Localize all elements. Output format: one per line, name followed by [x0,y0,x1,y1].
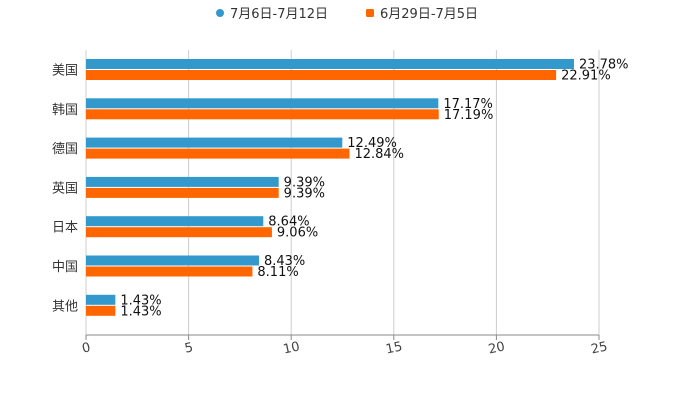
x-tick-label: 15 [384,339,403,357]
bar [86,109,439,120]
category-label: 德国 [52,142,78,157]
bar [86,176,279,187]
bar [86,137,343,148]
x-tick-label: 20 [487,339,506,357]
category-label: 英国 [52,181,78,196]
bar [86,59,574,69]
data-label: 8.64% [268,215,309,230]
data-label: 9.39% [284,186,325,201]
legend-label: 7月6日-7月12日 [230,7,328,22]
data-label: 9.39% [284,175,325,190]
data-label: 8.43% [264,254,305,269]
bar [86,266,253,277]
category-label: 日本 [52,221,78,236]
legend-marker-icon [366,9,374,17]
data-label: 9.06% [277,226,318,241]
bar [86,227,272,238]
data-label: 17.17% [443,97,493,112]
category-label: 韩国 [52,103,78,118]
bar [86,255,259,266]
data-label: 12.84% [354,147,404,162]
data-label: 1.43% [120,304,161,319]
legend-label: 6月29日-7月5日 [380,7,478,22]
x-tick-label: 10 [282,339,301,357]
bar [86,305,116,316]
x-tick-label: 5 [183,340,194,356]
data-label: 22.91% [561,69,611,84]
x-tick-label: 0 [81,340,92,356]
legend-marker-icon [216,9,224,17]
bar [86,98,439,109]
data-label: 12.49% [347,136,397,151]
data-label: 17.19% [444,108,494,123]
x-tick-label: 25 [590,339,609,357]
data-label: 23.78% [579,58,629,73]
bar [86,70,557,80]
bar [86,187,279,198]
data-label: 8.11% [257,265,298,280]
category-label: 美国 [52,64,78,79]
bar [86,294,116,305]
bar [86,216,264,227]
data-label: 1.43% [120,293,161,308]
bar [86,148,350,159]
category-label: 中国 [52,260,78,275]
category-label: 其他 [52,299,78,314]
